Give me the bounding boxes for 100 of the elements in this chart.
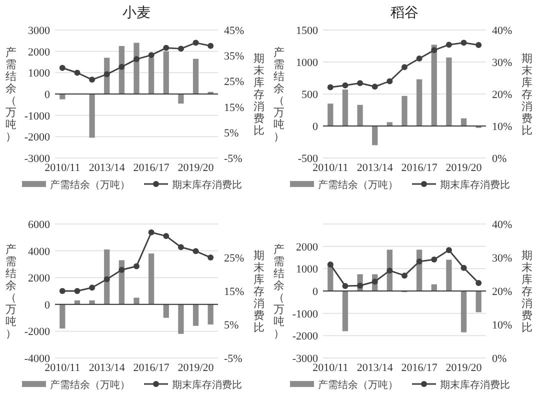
y-tick-label: 6000: [28, 219, 50, 231]
bar: [134, 298, 140, 304]
bar: [357, 104, 363, 126]
legend-label: 产需结余（万吨）: [50, 179, 130, 191]
legend-label: 产需结余（万吨）: [50, 379, 130, 391]
point: [192, 248, 199, 254]
y2-tick-label: 40%: [492, 25, 512, 37]
bar: [134, 42, 140, 94]
y-tick-label: -2000: [24, 132, 50, 144]
bar: [402, 96, 408, 126]
point: [446, 42, 452, 48]
point: [74, 288, 80, 294]
point: [118, 64, 125, 70]
y2-tick-label: -5%: [224, 153, 242, 165]
x-tick-label: 2013/14: [356, 162, 394, 174]
bar: [148, 58, 154, 94]
bar: [178, 304, 184, 334]
bar: [328, 104, 334, 126]
y2-tick-label: 15%: [224, 286, 244, 298]
bar: [342, 90, 348, 126]
bar: [460, 291, 467, 332]
point: [163, 44, 170, 51]
chart-title: 稻谷: [390, 5, 418, 21]
bar: [416, 79, 422, 126]
y2-tick-label: 10%: [492, 320, 512, 332]
y-tick-label: 0: [44, 89, 50, 101]
y2-tick-label: 10%: [492, 121, 512, 133]
y-tick-label: -2000: [24, 326, 50, 338]
bar: [431, 44, 437, 126]
legend-label: 期末库存消费比: [440, 179, 510, 191]
legend-label: 期末库存消费比: [172, 379, 242, 391]
y-tick-label: -3000: [24, 153, 50, 165]
y2-tick-label: -5%: [224, 353, 242, 365]
y-axis-title: 产需结余（万吨）: [6, 46, 16, 143]
y-tick-label: 2000: [28, 272, 50, 285]
y2-tick-label: 25%: [224, 76, 244, 88]
y2-tick-label: 30%: [492, 57, 512, 69]
bar: [148, 253, 154, 304]
y-tick-label: 0: [44, 299, 50, 312]
point: [431, 47, 438, 54]
x-tick-label: 2013/14: [356, 362, 394, 374]
x-tick-label: 2013/14: [88, 362, 126, 374]
x-tick-label: 2010/11: [312, 362, 348, 374]
y-tick-label: -4000: [24, 353, 50, 365]
point: [178, 244, 184, 250]
y-tick-label: 500: [302, 89, 318, 101]
x-tick-label: 2016/17: [401, 362, 438, 374]
point: [118, 266, 125, 273]
y-tick-label: -3000: [292, 353, 318, 365]
x-tick-label: 2010/11: [44, 362, 80, 374]
y-tick-label: 1000: [296, 264, 318, 276]
bar: [178, 94, 184, 104]
y-tick-label: 0: [312, 286, 318, 298]
point: [104, 276, 110, 282]
bar: [446, 260, 452, 291]
bar: [163, 51, 169, 94]
bar: [208, 304, 214, 324]
x-tick-label: 2013/14: [88, 162, 126, 174]
y2-tick-label: 30%: [492, 252, 512, 264]
bar: [163, 304, 169, 318]
y2-axis-title: 期末库存消费比: [254, 250, 264, 334]
point: [431, 256, 438, 263]
point: [342, 282, 348, 289]
y2-tick-label: 35%: [224, 50, 244, 63]
point: [327, 262, 334, 268]
y-tick-label: -500: [298, 153, 318, 165]
y2-tick-label: 5%: [224, 127, 239, 140]
y-tick-label: 2000: [296, 241, 318, 254]
point: [372, 278, 378, 285]
x-tick-label: 2016/17: [133, 362, 170, 374]
point: [148, 229, 154, 236]
x-tick-label: 2019/20: [446, 362, 482, 374]
point: [476, 280, 482, 286]
y2-axis-title: 期末库存消费比: [522, 250, 532, 334]
x-tick-label: 2019/20: [178, 362, 214, 374]
y-tick-label: 4000: [28, 246, 50, 258]
point: [148, 52, 154, 58]
y2-tick-label: 5%: [224, 320, 239, 332]
bar: [89, 94, 95, 138]
x-tick-label: 2019/20: [446, 162, 482, 174]
y2-tick-label: 15%: [224, 102, 244, 114]
y2-tick-label: 45%: [224, 25, 244, 37]
y-tick-label: 2000: [28, 46, 50, 58]
y-tick-label: 1000: [296, 57, 318, 69]
point: [386, 78, 393, 84]
x-tick-label: 2010/11: [44, 162, 80, 174]
y-tick-label: -1000: [292, 308, 318, 320]
y2-tick-label: 40%: [492, 219, 512, 231]
point: [327, 84, 334, 90]
y2-tick-label: 20%: [492, 89, 512, 101]
point: [178, 46, 184, 52]
bar: [342, 291, 348, 332]
y-tick-label: 1000: [28, 68, 50, 80]
point: [460, 264, 467, 271]
point: [89, 284, 96, 291]
point: [416, 55, 422, 62]
point: [59, 288, 66, 294]
point: [357, 80, 364, 86]
bar: [60, 94, 66, 100]
point: [134, 263, 140, 270]
